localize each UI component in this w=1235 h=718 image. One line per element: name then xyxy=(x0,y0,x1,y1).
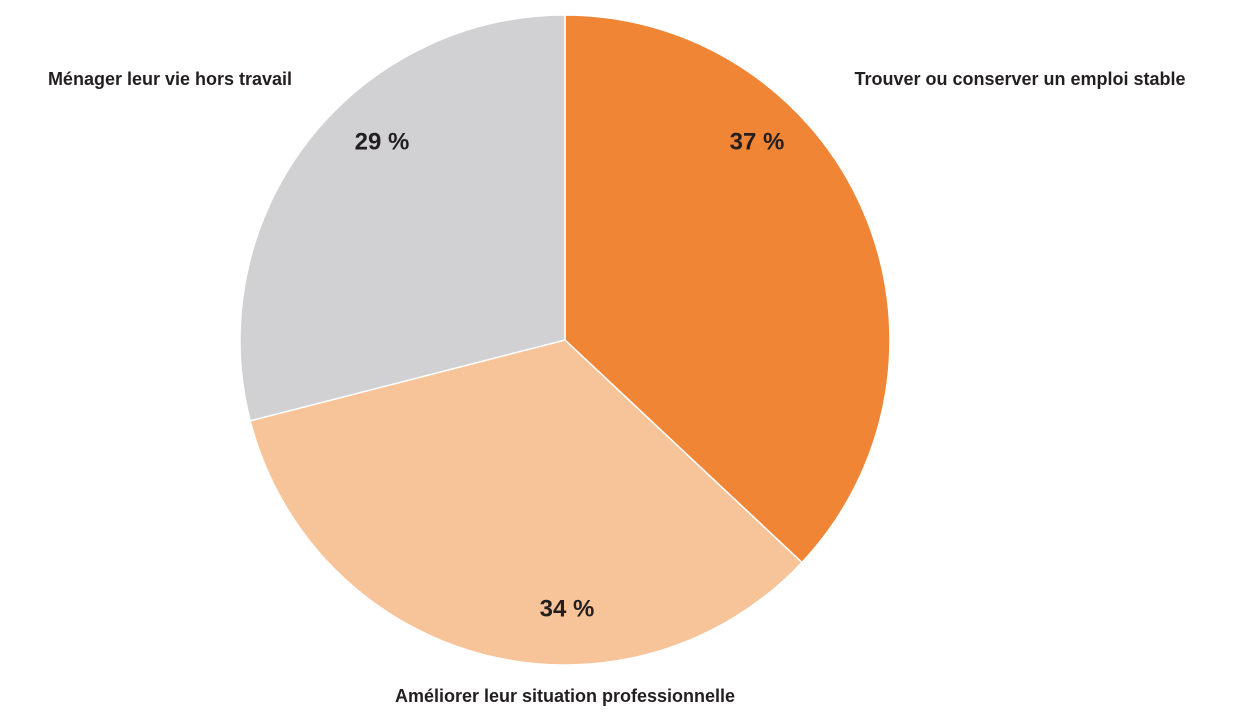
category-label: Améliorer leur situation professionnelle xyxy=(395,686,735,706)
category-label: Ménager leur vie hors travail xyxy=(48,69,292,89)
pie-slice xyxy=(239,14,566,422)
pie-slice xyxy=(564,14,891,564)
value-label: 29 % xyxy=(355,128,410,155)
value-label: 34 % xyxy=(540,595,595,622)
pie-slice xyxy=(249,339,803,666)
category-label: Trouver ou conserver un emploi stable xyxy=(854,69,1185,89)
value-label: 37 % xyxy=(730,128,785,155)
